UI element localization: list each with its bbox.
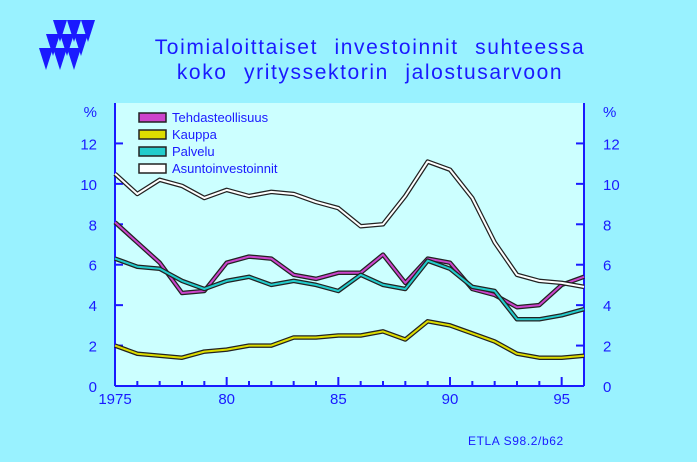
legend-swatch (138, 163, 167, 174)
legend-label: Kauppa (172, 127, 218, 142)
y-tick-label-left: 4 (89, 298, 97, 315)
y-tick-label-right: 12 (603, 136, 620, 153)
x-tick-label: 85 (330, 391, 347, 408)
y-tick-label-right: 6 (603, 258, 611, 275)
etla-logo-icon (39, 20, 95, 70)
legend-label: Palvelu (172, 144, 215, 159)
series-kauppa (114, 319, 585, 360)
series-asuntoinvestoinnit (113, 159, 585, 290)
y-tick-label-right: 2 (603, 339, 611, 356)
y-unit-label-right: % (603, 104, 616, 121)
logo-chevron (53, 48, 67, 70)
y-tick-label-left: 6 (89, 258, 97, 275)
series-palvelu (114, 256, 585, 322)
logo-chevron (81, 20, 95, 42)
logo-chevron (67, 20, 81, 42)
legend-swatch (138, 112, 167, 123)
logo-chevron (74, 34, 88, 56)
y-tick-label-left: 0 (89, 379, 97, 396)
x-tick-label: 95 (553, 391, 570, 408)
series-line (114, 257, 585, 321)
logo-chevron (53, 20, 67, 42)
chart-title-line-1: Toimialoittaiset investoinnit suhteessa (154, 36, 586, 59)
legend-swatch (138, 129, 167, 140)
y-tick-label-left: 8 (89, 217, 97, 234)
legend-label: Tehdasteollisuus (172, 110, 269, 125)
series-line (114, 221, 585, 309)
source-note: ETLA S98.2/b62 (468, 434, 564, 448)
x-tick-label: 80 (218, 391, 235, 408)
legend-label: Asuntoinvestoinnit (172, 161, 278, 176)
plot-area (115, 103, 584, 386)
y-tick-label-left: 2 (89, 339, 97, 356)
logo-chevron (60, 34, 74, 56)
logo-chevron (39, 48, 53, 70)
x-tick-label: 1975 (98, 391, 131, 408)
y-tick-label-right: 0 (603, 379, 611, 396)
legend: Tehdasteollisuus Kauppa Palvelu Asuntoinves… (138, 110, 278, 176)
y-unit-label-left: % (84, 104, 97, 121)
y-tick-label-right: 4 (603, 298, 611, 315)
x-tick-label: 90 (442, 391, 459, 408)
chart-title-line-2: koko yrityssektorin jalostusarvoon (176, 61, 564, 84)
y-tick-label-left: 10 (80, 177, 97, 194)
series-line (114, 320, 585, 359)
logo-chevron (46, 34, 60, 56)
logo-chevron (67, 48, 81, 70)
y-tick-label-left: 12 (80, 136, 97, 153)
y-tick-label-right: 10 (603, 177, 620, 194)
y-tick-label-right: 8 (603, 217, 611, 234)
legend-swatch (138, 146, 167, 157)
series-line (114, 160, 585, 288)
